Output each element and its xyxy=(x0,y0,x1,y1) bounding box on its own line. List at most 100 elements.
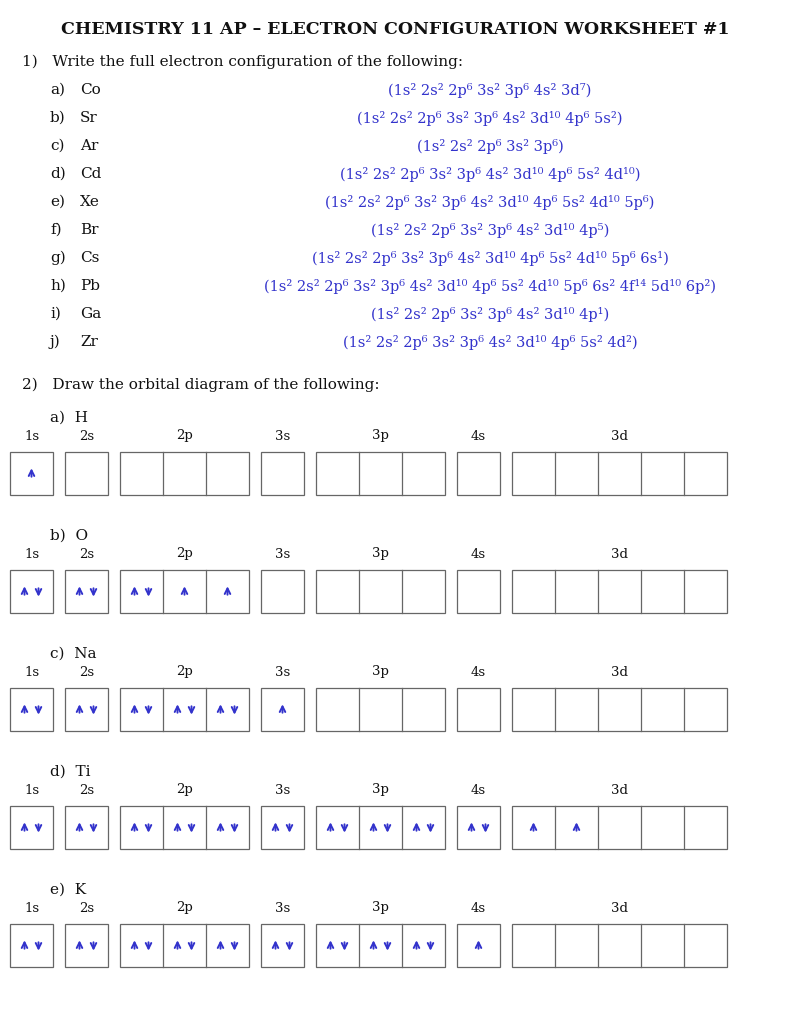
Text: Co: Co xyxy=(80,83,100,97)
Bar xyxy=(120,688,249,731)
Bar xyxy=(457,806,500,849)
Bar xyxy=(512,806,727,849)
Text: b): b) xyxy=(50,111,66,125)
Text: 1)   Write the full electron configuration of the following:: 1) Write the full electron configuration… xyxy=(22,55,463,70)
Text: Pb: Pb xyxy=(80,279,100,293)
Bar xyxy=(261,806,304,849)
Text: 3s: 3s xyxy=(275,783,290,797)
Text: 3d: 3d xyxy=(611,429,628,442)
Text: 3p: 3p xyxy=(372,783,389,797)
Bar xyxy=(120,452,249,495)
Text: i): i) xyxy=(50,307,61,321)
Text: e): e) xyxy=(50,195,65,209)
Bar xyxy=(65,688,108,731)
Bar xyxy=(261,452,304,495)
Bar xyxy=(512,570,727,613)
Text: 2s: 2s xyxy=(79,429,94,442)
Text: 3s: 3s xyxy=(275,901,290,914)
Bar xyxy=(10,570,53,613)
Text: (1s² 2s² 2p⁶ 3s² 3p⁶ 4s² 3d¹⁰ 4p⁵): (1s² 2s² 2p⁶ 3s² 3p⁶ 4s² 3d¹⁰ 4p⁵) xyxy=(371,222,609,238)
Text: 2s: 2s xyxy=(79,783,94,797)
Text: 2s: 2s xyxy=(79,548,94,560)
Text: 2p: 2p xyxy=(176,666,193,679)
Text: 2s: 2s xyxy=(79,666,94,679)
Text: g): g) xyxy=(50,251,66,265)
Text: 2s: 2s xyxy=(79,901,94,914)
Text: d)  Ti: d) Ti xyxy=(50,765,90,779)
Bar xyxy=(316,452,445,495)
Text: 3p: 3p xyxy=(372,429,389,442)
Bar xyxy=(316,924,445,967)
Text: 2)   Draw the orbital diagram of the following:: 2) Draw the orbital diagram of the follo… xyxy=(22,378,380,392)
Bar xyxy=(457,452,500,495)
Text: (1s² 2s² 2p⁶ 3s² 3p⁶ 4s² 3d¹⁰ 4p⁶ 5s² 4d¹⁰): (1s² 2s² 2p⁶ 3s² 3p⁶ 4s² 3d¹⁰ 4p⁶ 5s² 4d… xyxy=(340,167,640,181)
Bar xyxy=(512,688,727,731)
Text: 2p: 2p xyxy=(176,901,193,914)
Bar xyxy=(316,806,445,849)
Bar xyxy=(316,688,445,731)
Text: 2p: 2p xyxy=(176,783,193,797)
Text: Cd: Cd xyxy=(80,167,101,181)
Text: a): a) xyxy=(50,83,65,97)
Text: Zr: Zr xyxy=(80,335,98,349)
Text: Xe: Xe xyxy=(80,195,100,209)
Text: 1s: 1s xyxy=(24,783,39,797)
Text: 2p: 2p xyxy=(176,548,193,560)
Text: (1s² 2s² 2p⁶ 3s² 3p⁶): (1s² 2s² 2p⁶ 3s² 3p⁶) xyxy=(417,138,563,154)
Bar xyxy=(65,570,108,613)
Text: 4s: 4s xyxy=(471,901,486,914)
Text: Ga: Ga xyxy=(80,307,101,321)
Bar xyxy=(261,924,304,967)
Text: 3d: 3d xyxy=(611,783,628,797)
Text: 1s: 1s xyxy=(24,429,39,442)
Text: 4s: 4s xyxy=(471,429,486,442)
Text: Ar: Ar xyxy=(80,139,98,153)
Bar xyxy=(10,924,53,967)
Bar xyxy=(457,924,500,967)
Text: 1s: 1s xyxy=(24,666,39,679)
Text: d): d) xyxy=(50,167,66,181)
Bar xyxy=(10,452,53,495)
Text: Br: Br xyxy=(80,223,99,237)
Text: j): j) xyxy=(50,335,61,349)
Bar xyxy=(120,570,249,613)
Text: (1s² 2s² 2p⁶ 3s² 3p⁶ 4s² 3d¹⁰ 4p⁶ 5s² 4d¹⁰ 5p⁶ 6s¹): (1s² 2s² 2p⁶ 3s² 3p⁶ 4s² 3d¹⁰ 4p⁶ 5s² 4d… xyxy=(312,251,668,265)
Text: 1s: 1s xyxy=(24,548,39,560)
Text: (1s² 2s² 2p⁶ 3s² 3p⁶ 4s² 3d¹⁰ 4p⁶ 5s² 4d¹⁰ 5p⁶): (1s² 2s² 2p⁶ 3s² 3p⁶ 4s² 3d¹⁰ 4p⁶ 5s² 4d… xyxy=(325,195,655,210)
Text: Sr: Sr xyxy=(80,111,98,125)
Text: e)  K: e) K xyxy=(50,883,86,897)
Text: (1s² 2s² 2p⁶ 3s² 3p⁶ 4s² 3d¹⁰ 4p⁶ 5s²): (1s² 2s² 2p⁶ 3s² 3p⁶ 4s² 3d¹⁰ 4p⁶ 5s²) xyxy=(358,111,623,126)
Bar xyxy=(120,806,249,849)
Bar xyxy=(261,570,304,613)
Bar xyxy=(261,688,304,731)
Bar xyxy=(512,452,727,495)
Text: 3p: 3p xyxy=(372,548,389,560)
Text: a)  H: a) H xyxy=(50,411,88,425)
Bar xyxy=(10,806,53,849)
Text: 3d: 3d xyxy=(611,666,628,679)
Text: 3p: 3p xyxy=(372,666,389,679)
Bar xyxy=(10,688,53,731)
Text: b)  O: b) O xyxy=(50,529,88,543)
Bar xyxy=(120,924,249,967)
Text: 3s: 3s xyxy=(275,548,290,560)
Bar xyxy=(65,806,108,849)
Text: 1s: 1s xyxy=(24,901,39,914)
Text: 2p: 2p xyxy=(176,429,193,442)
Text: 3s: 3s xyxy=(275,666,290,679)
Text: 3s: 3s xyxy=(275,429,290,442)
Text: (1s² 2s² 2p⁶ 3s² 3p⁶ 4s² 3d¹⁰ 4p⁶ 5s² 4d¹⁰ 5p⁶ 6s² 4f¹⁴ 5d¹⁰ 6p²): (1s² 2s² 2p⁶ 3s² 3p⁶ 4s² 3d¹⁰ 4p⁶ 5s² 4d… xyxy=(264,279,716,294)
Text: CHEMISTRY 11 AP – ELECTRON CONFIGURATION WORKSHEET #1: CHEMISTRY 11 AP – ELECTRON CONFIGURATION… xyxy=(61,22,729,39)
Text: c): c) xyxy=(50,139,65,153)
Text: h): h) xyxy=(50,279,66,293)
Text: 4s: 4s xyxy=(471,548,486,560)
Text: 3d: 3d xyxy=(611,548,628,560)
Text: f): f) xyxy=(50,223,62,237)
Text: (1s² 2s² 2p⁶ 3s² 3p⁶ 4s² 3d¹⁰ 4p¹): (1s² 2s² 2p⁶ 3s² 3p⁶ 4s² 3d¹⁰ 4p¹) xyxy=(371,306,609,322)
Text: Cs: Cs xyxy=(80,251,100,265)
Text: 3d: 3d xyxy=(611,901,628,914)
Bar xyxy=(457,570,500,613)
Bar xyxy=(65,924,108,967)
Bar xyxy=(457,688,500,731)
Text: (1s² 2s² 2p⁶ 3s² 3p⁶ 4s² 3d¹⁰ 4p⁶ 5s² 4d²): (1s² 2s² 2p⁶ 3s² 3p⁶ 4s² 3d¹⁰ 4p⁶ 5s² 4d… xyxy=(343,335,638,349)
